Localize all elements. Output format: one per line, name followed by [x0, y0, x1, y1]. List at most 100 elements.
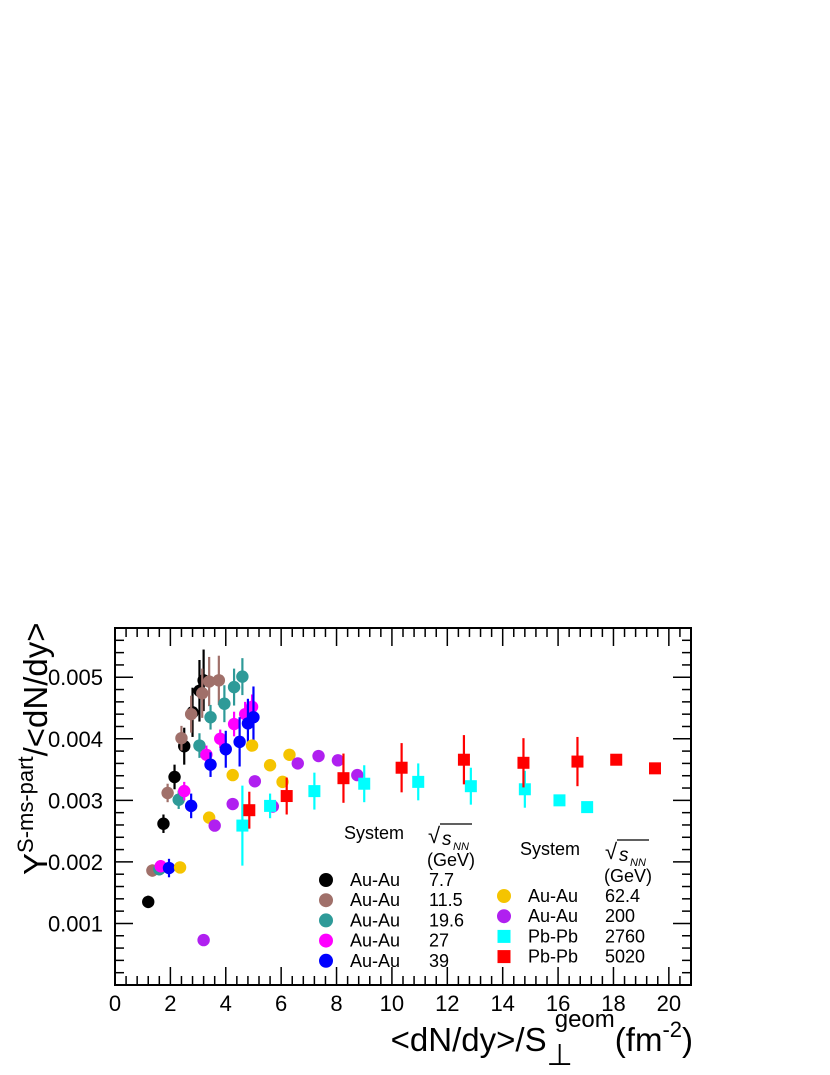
data-point: [331, 754, 345, 767]
data-point: [358, 777, 371, 790]
x-tick-label: 12: [435, 991, 459, 1016]
legend-marker: [319, 953, 333, 968]
legend-marker: [497, 909, 511, 924]
legend-system-label: Au-Au: [350, 931, 400, 951]
legend-system-label: Au-Au: [350, 890, 400, 910]
legend-system-label: Pb-Pb: [528, 947, 578, 967]
data-point: [218, 697, 231, 710]
data-point: [157, 817, 170, 830]
data-point: [184, 707, 198, 721]
y-tick-labels: 0.001 0.002 0.003 0.004 0.005: [48, 665, 103, 936]
x-tick-label: 8: [330, 991, 342, 1016]
data-point: [291, 757, 304, 770]
legend-col2-sqrt: √ s NN: [605, 839, 649, 869]
series-5: [173, 739, 296, 874]
data-marks: [142, 649, 661, 947]
legend-energy-label: 7.7: [429, 870, 454, 890]
data-point: [204, 758, 217, 771]
legend-col2-s: s: [619, 845, 629, 866]
data-point: [243, 804, 256, 817]
legend-col1-sqrt-sign: √: [428, 823, 441, 848]
x-axis-label-unit: (fm: [615, 1021, 663, 1058]
legend-col2-nn: NN: [630, 857, 646, 869]
data-point: [219, 743, 232, 756]
x-axis-label-sub: ⊥: [547, 1039, 573, 1072]
data-point: [202, 675, 216, 688]
data-point: [142, 895, 155, 909]
legend-energy-label: 19.6: [429, 910, 464, 930]
data-point: [233, 735, 246, 749]
x-tick-labels: 0 2 4 6 8 10 12 14 16 18 20: [109, 991, 681, 1016]
data-point: [236, 670, 249, 683]
y-axis-label-main: Y: [17, 853, 54, 875]
y-tick-label: 0.004: [48, 727, 103, 752]
data-point: [610, 753, 623, 766]
x-tick-label: 10: [380, 991, 404, 1016]
data-point: [412, 775, 425, 788]
data-point: [168, 770, 181, 784]
y-tick-label: 0.001: [48, 911, 103, 936]
data-point: [204, 711, 217, 724]
legend-energy-label: 62.4: [605, 886, 640, 906]
data-point: [457, 753, 470, 766]
data-point: [226, 768, 239, 782]
legend-system-label: Au-Au: [528, 886, 578, 906]
y-tick-label: 0.002: [48, 850, 103, 875]
data-point: [175, 731, 188, 745]
x-tick-label: 6: [275, 991, 287, 1016]
data-point: [395, 761, 408, 774]
data-point: [337, 772, 350, 785]
legend-system-label: Au-Au: [350, 870, 400, 890]
x-tick-label: 14: [490, 991, 514, 1016]
legend-marker: [319, 893, 333, 908]
data-point: [517, 756, 530, 769]
legend-col2-header: System: [520, 839, 580, 859]
y-tick-label: 0.005: [48, 665, 103, 690]
data-point: [196, 687, 209, 700]
data-point: [227, 717, 241, 731]
legend-col1-unit: (GeV): [427, 850, 475, 870]
series-7: [236, 763, 594, 866]
x-tick-label: 0: [109, 991, 121, 1016]
data-point: [214, 732, 227, 745]
data-point: [264, 799, 277, 812]
y-tick-label: 0.003: [48, 788, 103, 813]
legend-system-label: Au-Au: [350, 951, 400, 971]
data-point: [178, 784, 191, 798]
x-tick-label: 4: [220, 991, 232, 1016]
data-point: [312, 749, 325, 763]
legend-energy-label: 39: [429, 951, 449, 971]
data-point: [162, 861, 176, 875]
legend-system-label: Pb-Pb: [528, 926, 578, 946]
legend-energy-label: 5020: [605, 947, 645, 967]
data-point: [184, 799, 198, 813]
legend-marker: [497, 950, 511, 964]
legend: System √ s NN (GeV) System √ s NN (GeV) …: [319, 823, 652, 971]
x-axis-label-unit-close: ): [682, 1021, 693, 1058]
legend-col2-sqrt-sign: √: [605, 839, 618, 864]
data-point: [571, 755, 584, 768]
legend-col1-sqrt: √ s NN: [428, 823, 472, 853]
legend-marker: [319, 913, 333, 928]
x-axis-label-sup: geom: [555, 1006, 615, 1033]
legend-col1-s: s: [442, 829, 452, 850]
legend-system-label: Au-Au: [528, 906, 578, 926]
data-point: [263, 759, 277, 772]
legend-energy-label: 200: [605, 906, 635, 926]
legend-entries: Au-Au 7.7 Au-Au 11.5 Au-Au 19.6 Au-Au 27 Au-Au 39…: [319, 870, 645, 971]
data-point: [197, 933, 210, 947]
data-point: [518, 783, 531, 796]
data-point: [227, 680, 241, 694]
data-point: [553, 794, 566, 807]
x-tick-label: 18: [601, 991, 625, 1016]
legend-system-label: Au-Au: [350, 910, 400, 930]
data-point: [308, 785, 321, 798]
legend-energy-label: 11.5: [429, 890, 463, 910]
legend-marker: [497, 889, 511, 903]
data-point: [247, 711, 260, 724]
legend-marker: [319, 873, 333, 887]
y-axis-label-suffix: /<dN/dy>: [17, 623, 54, 757]
legend-col1-nn: NN: [453, 841, 469, 853]
y-axis-label-sup: S-ms-part: [13, 756, 38, 853]
